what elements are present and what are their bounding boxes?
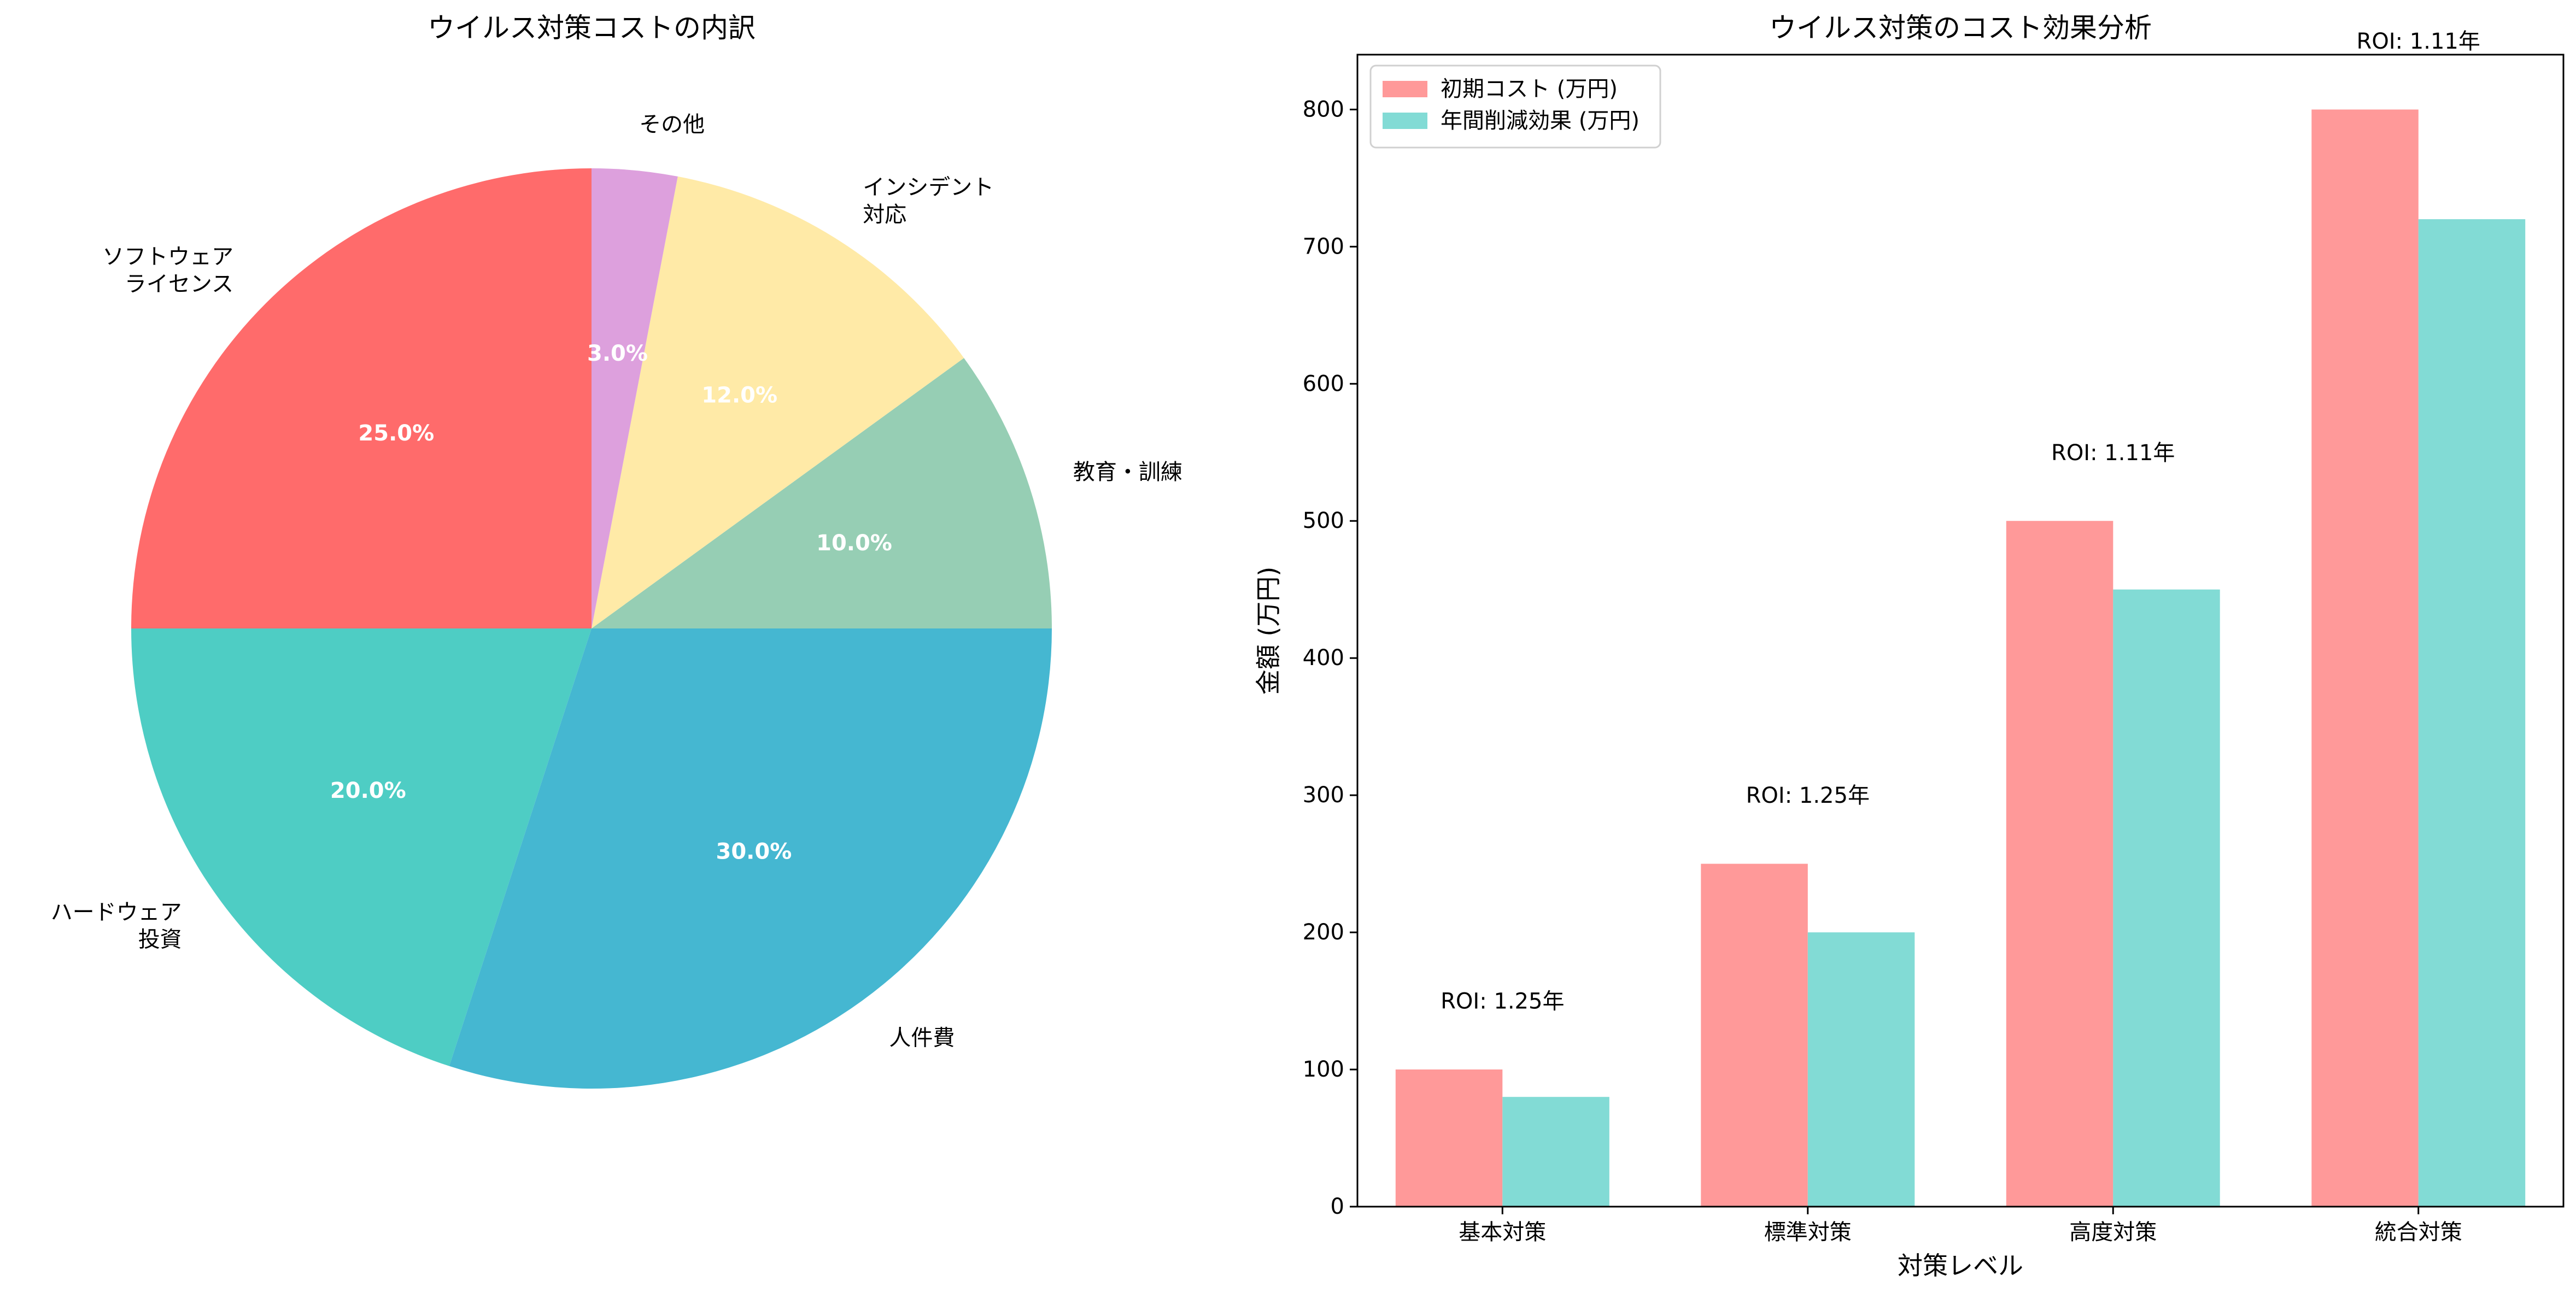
roi-annotation: ROI: 1.25年 (1746, 783, 1870, 808)
bar-annual-savings (2113, 589, 2220, 1207)
x-tick-label: 高度対策 (2069, 1220, 2157, 1245)
x-tick-label: 標準対策 (1764, 1220, 1852, 1245)
pie-slice (592, 168, 678, 628)
pie-slice (449, 628, 1052, 1089)
pie-category-label: 人件費 (889, 1025, 955, 1050)
x-tick-label: 統合対策 (2375, 1220, 2462, 1245)
y-tick-label: 400 (1303, 645, 1344, 671)
legend-box (1369, 64, 1661, 149)
pie-pct-label: 12.0% (701, 383, 777, 408)
y-tick-label: 600 (1303, 371, 1344, 396)
pie-labels: 25.0% ソフトウェアライセンス 20.0% ハードウェア投資 30.0% 人件費 10.… (51, 112, 1182, 1050)
bar-annual-savings (1502, 1097, 1609, 1207)
x-axis-label: 対策レベル (1898, 1251, 2023, 1280)
plot-frame (1356, 54, 2565, 1208)
x-tick-label: 基本対策 (1459, 1220, 1546, 1245)
y-axis-label: 金額 (万円) (1254, 567, 1283, 695)
y-tick-label: 700 (1303, 234, 1344, 259)
y-tick-label: 500 (1303, 508, 1344, 533)
bar-bars (1395, 109, 2526, 1207)
pie-pct-label: 25.0% (358, 421, 434, 446)
bar-title: ウイルス対策のコスト効果分析 (1769, 12, 2152, 44)
y-tick-label: 100 (1303, 1057, 1344, 1082)
x-axis: 基本対策 標準対策 高度対策 統合対策 (1459, 1207, 2462, 1245)
legend-swatch (1383, 81, 1427, 97)
pie-slice (131, 628, 592, 1066)
pie-pct-label: 20.0% (330, 778, 406, 803)
y-tick-label: 300 (1303, 783, 1344, 808)
y-tick-label: 200 (1303, 920, 1344, 945)
bar-initial-cost (2006, 521, 2114, 1207)
pie-category-label: ソフトウェアライセンス (102, 244, 233, 297)
legend: 初期コスト (万円) 年間削減効果 (万円) (1369, 64, 1661, 149)
pie-slices (131, 168, 1052, 1089)
roi-annotation: ROI: 1.11年 (2357, 29, 2480, 54)
legend-entry: 年間削減効果 (万円) (1441, 108, 1640, 133)
roi-annotation: ROI: 1.25年 (1441, 989, 1564, 1014)
pie-category-label: インシデント対応 (863, 175, 994, 227)
pie-slice (592, 358, 1052, 628)
bar-annual-savings (2418, 219, 2526, 1207)
bar-initial-cost (1395, 1069, 1503, 1207)
pie-slice (592, 176, 964, 628)
pie-category-label: その他 (639, 112, 705, 137)
pie-slice (131, 168, 592, 628)
roi-annotations: ROI: 1.25年 ROI: 1.25年 ROI: 1.11年 ROI: 1.11年 (1441, 29, 2480, 1014)
pie-pct-label: 10.0% (816, 531, 892, 556)
bar-annual-savings (1807, 932, 1915, 1207)
legend-swatch (1383, 113, 1427, 129)
legend-entry: 初期コスト (万円) (1441, 77, 1618, 102)
pie-title: ウイルス対策コストの内訳 (428, 12, 756, 44)
pie-category-label: 教育・訓練 (1073, 460, 1182, 485)
bar-initial-cost (2311, 109, 2419, 1207)
y-axis: 0 100 200 300 400 500 600 700 800 (1303, 97, 1357, 1219)
pie-pct-label: 30.0% (716, 839, 792, 865)
roi-annotation: ROI: 1.11年 (2051, 440, 2175, 466)
pie-chart: ウイルス対策コストの内訳 25.0% ソフトウェアライセンス 20.0% ハードウェア… (51, 12, 1182, 1089)
y-tick-label: 0 (1331, 1194, 1344, 1219)
pie-pct-label: 3.0% (587, 341, 648, 366)
bar-initial-cost (1701, 863, 1808, 1207)
y-tick-label: 800 (1303, 97, 1344, 122)
pie-category-label: ハードウェア投資 (51, 900, 182, 952)
